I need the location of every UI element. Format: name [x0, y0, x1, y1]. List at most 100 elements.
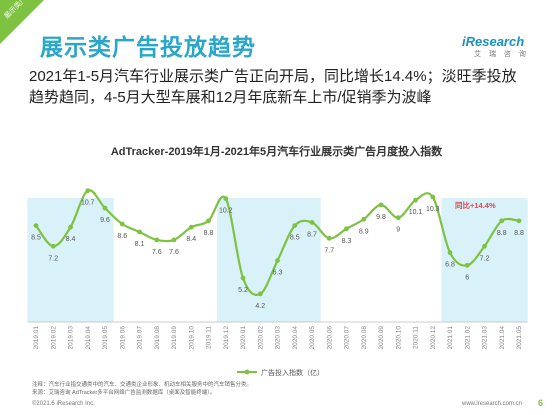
logo-main-text: iResearch: [462, 34, 525, 49]
data-label: 10.3: [426, 206, 440, 213]
data-point: [499, 218, 505, 224]
x-tick-label: 2020.04: [292, 326, 299, 350]
footer-url: www.iresearch.com.cn: [462, 401, 523, 407]
data-label: 5.2: [238, 287, 248, 294]
x-tick-label: 2019.04: [85, 326, 92, 350]
logo-sub-text: 艾 瑞 咨 询: [474, 51, 529, 58]
x-tick-label: 2019.09: [171, 326, 178, 350]
data-point: [102, 205, 108, 211]
data-point: [430, 194, 436, 200]
data-label: 7.7: [324, 247, 334, 254]
data-point: [119, 221, 125, 227]
data-point: [464, 262, 470, 268]
x-tick-label: 2019.07: [137, 326, 144, 350]
x-tick-label: 2019.11: [206, 326, 213, 349]
highlight-band-1: [217, 198, 321, 322]
x-tick-label: 2021.01: [447, 326, 454, 350]
data-point: [309, 220, 315, 225]
data-point: [85, 188, 91, 194]
data-point: [223, 196, 229, 202]
corner-tag-background: [0, 0, 44, 44]
x-tick-label: 2019.10: [188, 326, 195, 350]
page-subtitle: 2021年1-5月汽车行业展示类广告正向开局，同比增长14.4%；淡旺季投放趋势…: [29, 68, 517, 106]
data-label: 7.2: [480, 255, 490, 262]
data-label: 7.2: [48, 255, 58, 262]
data-point: [378, 202, 384, 208]
legend-label: 广告投入指数（亿）: [261, 368, 324, 377]
line-chart: 8.5 2019.01 7.2 2019.02 8.4 2019.03 10.7 2019.0…: [27, 188, 528, 377]
data-label: 8.6: [117, 233, 127, 240]
data-label: 8.7: [307, 231, 317, 238]
data-point: [171, 237, 177, 243]
data-label: 8.8: [204, 230, 214, 237]
data-label: 7.6: [169, 249, 179, 256]
data-label: 9.6: [100, 217, 110, 224]
data-point: [206, 218, 211, 224]
data-label: 10.7: [81, 200, 95, 207]
annotation-label: 同比+14.4%: [455, 200, 496, 210]
x-tick-label: 2020.07: [344, 326, 351, 350]
data-point: [344, 226, 349, 232]
x-tick-label: 2019.02: [50, 326, 57, 350]
data-label: 8.4: [186, 236, 196, 243]
x-tick-label: 2019.01: [33, 326, 40, 350]
page-number: 6: [538, 398, 544, 408]
x-tick-label: 2019.03: [68, 326, 75, 350]
data-label: 6.8: [445, 262, 455, 269]
data-label: 8.3: [342, 238, 352, 245]
data-label: 4.2: [255, 303, 265, 310]
data-point: [68, 224, 73, 230]
data-point: [292, 223, 298, 229]
x-tick-label: 2020.08: [361, 326, 368, 350]
data-label: 10.1: [409, 209, 423, 216]
data-label: 8.9: [359, 228, 369, 235]
x-tick-label: 2020.09: [378, 326, 385, 350]
data-label: 8.1: [135, 241, 145, 248]
data-point: [275, 258, 280, 263]
data-point: [326, 235, 332, 241]
page-title: 展示类广告投放趋势: [40, 34, 256, 60]
x-tick-label: 2019.06: [119, 326, 126, 350]
data-point: [188, 224, 194, 230]
chart-title: AdTracker-2019年1月-2021年5月汽车行业展示类广告月度投入指数: [110, 146, 443, 158]
data-label: 8.5: [290, 235, 300, 242]
x-tick-label: 2020.03: [275, 326, 282, 350]
data-label: 6: [465, 274, 469, 281]
data-point: [395, 215, 401, 221]
x-tick-label: 2020.02: [257, 326, 264, 350]
data-point: [257, 291, 263, 297]
copyright: ©2021.6 iResearch Inc.: [32, 401, 95, 407]
x-tick-label: 2021.02: [464, 326, 471, 350]
data-label: 7.6: [152, 249, 162, 256]
x-tick-label: 2020.06: [326, 326, 333, 350]
data-point: [137, 229, 142, 235]
data-point: [482, 243, 487, 249]
data-point: [50, 243, 56, 249]
x-tick-label: 2019.05: [102, 326, 109, 350]
footnote-2: 来源：艾瑞咨询 AdTracker多平台网络广告监测数据库（桌面及智能终端）。: [32, 390, 216, 396]
data-label: 6.3: [273, 270, 283, 277]
x-tick-label: 2021.04: [499, 326, 506, 350]
data-label: 8.8: [497, 230, 507, 237]
x-tick-label: 2019.08: [154, 326, 161, 350]
data-point: [413, 197, 418, 203]
data-label: 9.8: [376, 214, 386, 221]
iresearch-logo: iResearch 艾 瑞 咨 询: [462, 34, 529, 59]
data-point: [240, 275, 246, 281]
data-label: 8.8: [514, 230, 524, 237]
legend-marker: [244, 369, 250, 375]
highlight-band-0: [27, 198, 114, 322]
x-tick-label: 2020.11: [413, 326, 420, 349]
data-label: 10.2: [219, 208, 233, 215]
footnotes: 注释：汽车行业指交通类中的汽车、交通类企业形象、机动车相关服务中的汽车销售分类。…: [32, 381, 252, 397]
data-point: [154, 237, 160, 243]
x-tick-label: 2020.10: [395, 326, 402, 350]
x-tick-label: 2021.05: [516, 326, 523, 350]
x-tick-label: 2020.12: [430, 326, 437, 350]
x-tick-label: 2019.12: [223, 326, 230, 350]
x-tick-label: 2020.05: [309, 326, 316, 350]
data-point: [516, 218, 522, 224]
data-label: 8.5: [31, 235, 41, 242]
data-point: [33, 223, 39, 229]
x-tick-label: 2020.01: [240, 326, 247, 350]
